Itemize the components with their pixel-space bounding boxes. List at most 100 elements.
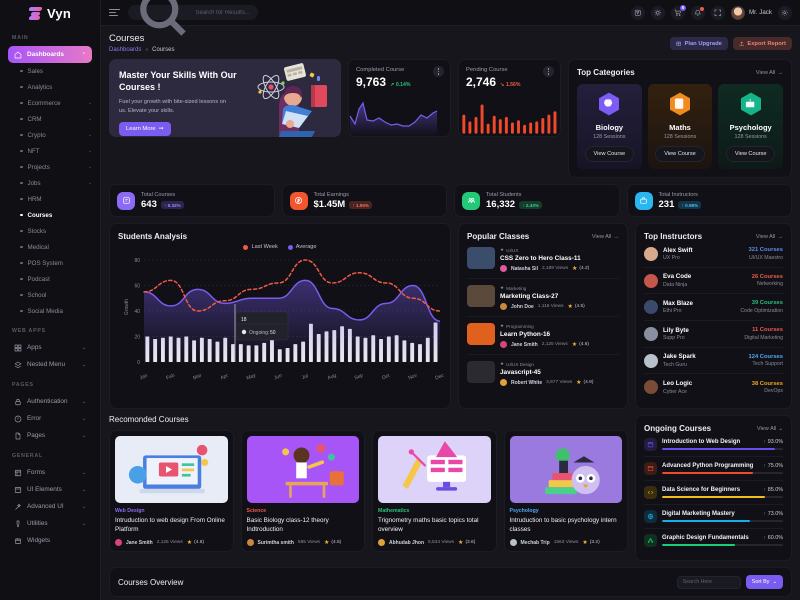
- brightness-icon[interactable]: [650, 5, 665, 20]
- cart-icon[interactable]: 5: [670, 4, 686, 20]
- sidebar-item-projects[interactable]: Projects ⌄: [8, 159, 92, 175]
- class-name: Learn Python-16: [500, 331, 551, 338]
- export-report-button[interactable]: Export Report: [732, 37, 792, 50]
- breadcrumb: Dashboards » Courses: [109, 47, 174, 53]
- sidebar-item-authentication[interactable]: Authentication ⌄: [8, 393, 92, 410]
- sidebar-item-widgets[interactable]: Widgets: [8, 532, 92, 549]
- recommended-course-card[interactable]: Mathematics Trignometry maths basic topic…: [372, 430, 497, 552]
- sidebar-item-hrm[interactable]: HRM: [8, 191, 92, 207]
- category-sessions: 128 Sessions: [663, 134, 697, 140]
- progress-fill: [662, 472, 753, 475]
- recommended-course-card[interactable]: Web Design Intruduction to web design Fro…: [109, 430, 234, 552]
- ongoing-top: Digital Marketing Mastery ↑ 73.0%: [662, 511, 783, 517]
- sidebar-item-forms[interactable]: Forms ⌄: [8, 464, 92, 481]
- overview-search-input[interactable]: [682, 579, 735, 585]
- sidebar-item-crm[interactable]: CRM ⌄: [8, 111, 92, 127]
- ministat-menu-button[interactable]: [543, 66, 554, 77]
- global-search[interactable]: [128, 0, 258, 36]
- popular-class-item[interactable]: ★ UI/UX Design Javascript-45 Robert White 3,…: [467, 355, 619, 392]
- instructor-row[interactable]: Alex Swift UX Pro 321 Courses UI/UX Maestro: [644, 241, 783, 268]
- category-name: Maths: [669, 123, 691, 132]
- sidebar-item-podcast[interactable]: Podcast: [8, 271, 92, 287]
- popular-classes-view-all[interactable]: View All →: [592, 234, 619, 240]
- popular-classes-panel: Popular Classes View All → ★ UI/UX CSS Zer…: [458, 223, 628, 409]
- sidebar-item-social-media[interactable]: Social Media: [8, 303, 92, 319]
- overview-search[interactable]: [676, 575, 741, 589]
- hero-title: Master Your Skills With Our Courses !: [119, 70, 237, 93]
- sidebar-item-courses[interactable]: Courses: [8, 207, 92, 223]
- menu-toggle-icon[interactable]: [109, 9, 120, 16]
- instructor-avatar: [644, 300, 658, 315]
- sidebar-item-pages[interactable]: Pages ⌄: [8, 427, 92, 444]
- sidebar-item-sales[interactable]: Sales: [8, 63, 92, 79]
- sidebar-item-label: Authentication: [27, 398, 68, 405]
- popular-class-item[interactable]: ★ Marketing Marketing Class-27 John Doe 1,11…: [467, 279, 619, 317]
- instructor-row[interactable]: Jake Spark Tech Guru 124 Courses Tech Suppo…: [644, 348, 783, 375]
- sidebar-item-dashboards[interactable]: Dashboards ⌃: [8, 46, 92, 63]
- instructor-row[interactable]: Max Blaze Ethi Pro 39 Courses Code Optimiza…: [644, 294, 783, 322]
- sidebar-item-error[interactable]: Error ⌄: [8, 410, 92, 427]
- sidebar-item-nested-menu[interactable]: Nested Menu ⌄: [8, 356, 92, 373]
- ongoing-course-item[interactable]: Digital Marketing Mastery ↑ 73.0%: [644, 505, 783, 529]
- sort-by-button[interactable]: Sort By ⌄: [745, 575, 783, 589]
- plan-upgrade-button[interactable]: Plan Upgrade: [669, 37, 728, 50]
- ongoing-course-item[interactable]: Data Science for Beginners ↑ 85.0%: [644, 481, 783, 505]
- sidebar-item-analytics[interactable]: Analytics: [8, 79, 92, 95]
- legend-item-0[interactable]: Last Week: [243, 244, 278, 250]
- ministat-menu-button[interactable]: [433, 66, 444, 77]
- top-instructors-view-all[interactable]: View All →: [756, 234, 783, 240]
- ongoing-course-item[interactable]: Graphic Design Fundamentals ↑ 60.0%: [644, 529, 783, 552]
- top-instructors-header: Top Instructors View All →: [644, 232, 783, 241]
- search-input[interactable]: [195, 9, 251, 16]
- progress-track: [662, 544, 783, 547]
- popular-class-item[interactable]: ★ UI/UX CSS Zero to Hero Class-11 Natasha S…: [467, 241, 619, 279]
- sidebar-item-ecommerce[interactable]: Ecommerce ⌄: [8, 95, 92, 111]
- ongoing-courses-panel: Ongoing Courses View All ⌄ Introduction …: [635, 415, 792, 561]
- ongoing-course-item[interactable]: Advanced Python Programming ↑ 75.0%: [644, 457, 783, 481]
- tag-icon[interactable]: [630, 5, 645, 20]
- ongoing-course-item[interactable]: Introduction to Web Design ↑ 93.0%: [644, 433, 783, 457]
- author-avatar: [500, 341, 507, 348]
- instructor-row[interactable]: Eva Code Data Ninja 26 Courses Networking: [644, 268, 783, 295]
- stat-value: 643: [141, 198, 157, 210]
- recommended-course-card[interactable]: Science Basic Biology class-12 theory Ind…: [240, 430, 365, 552]
- view-course-button[interactable]: View Course: [725, 146, 776, 162]
- course-name: Basic Biology class-12 theory Indtroduct…: [246, 517, 329, 533]
- brand-logo[interactable]: Vyn: [0, 0, 100, 26]
- ongoing-percent: ↑ 85.0%: [763, 487, 783, 493]
- popular-class-item[interactable]: ★ Programming Learn Python-16 Jane Smith 2,1…: [467, 317, 619, 355]
- gear-icon[interactable]: [778, 5, 792, 20]
- stat-value: 231: [658, 198, 675, 210]
- user-menu[interactable]: Mr. Jack: [730, 5, 772, 20]
- sidebar-item-school[interactable]: School: [8, 287, 92, 303]
- recommended-course-card[interactable]: Psychology Intruduction to basic psycholo…: [503, 430, 628, 552]
- sidebar-item-crypto[interactable]: Crypto ⌄: [8, 127, 92, 143]
- instructor-row[interactable]: Leo Logic Cyber Ace 38 Courses DevOps: [644, 374, 783, 400]
- sidebar-item-nft[interactable]: NFT ⌄: [8, 143, 92, 159]
- sidebar-item-label: Error: [27, 415, 42, 422]
- sidebar-item-pos-system[interactable]: POS System: [8, 255, 92, 271]
- top-categories-view-all[interactable]: View All →: [756, 70, 783, 76]
- svg-text:Oct: Oct: [381, 373, 391, 382]
- sidebar-item-apps[interactable]: Apps ⌄: [8, 339, 92, 356]
- author-avatar: [509, 539, 517, 546]
- sidebar-item-ui-elements[interactable]: UI Elements ⌄: [8, 481, 92, 498]
- sidebar-item-advanced-ui[interactable]: Advanced UI ⌄: [8, 498, 92, 515]
- view-course-button[interactable]: View Course: [584, 146, 635, 162]
- fullscreen-icon[interactable]: [710, 5, 725, 20]
- top-categories-header: Top Categories View All →: [577, 68, 783, 77]
- sidebar-item-medical[interactable]: Medical: [8, 239, 92, 255]
- legend-item-1[interactable]: Average: [287, 244, 317, 250]
- view-course-button[interactable]: View Course: [655, 146, 705, 162]
- learn-more-button[interactable]: Learn More ➞: [119, 122, 171, 137]
- sidebar-item-jobs[interactable]: Jobs ⌄: [8, 175, 92, 191]
- bell-icon[interactable]: [690, 5, 705, 20]
- bullet-icon: [20, 197, 23, 201]
- ongoing-courses-view-all[interactable]: View All ⌄: [757, 426, 783, 432]
- svg-text:Aug: Aug: [327, 373, 338, 382]
- sidebar-item-stocks[interactable]: Stocks: [8, 223, 92, 239]
- bullet-icon: [20, 293, 23, 297]
- breadcrumb-parent[interactable]: Dashboards: [109, 47, 142, 53]
- sidebar-item-utilities[interactable]: Utilities ⌄: [8, 515, 92, 532]
- instructor-row[interactable]: Lily Byte Supp Pro 11 Courses Digital Marke…: [644, 321, 783, 348]
